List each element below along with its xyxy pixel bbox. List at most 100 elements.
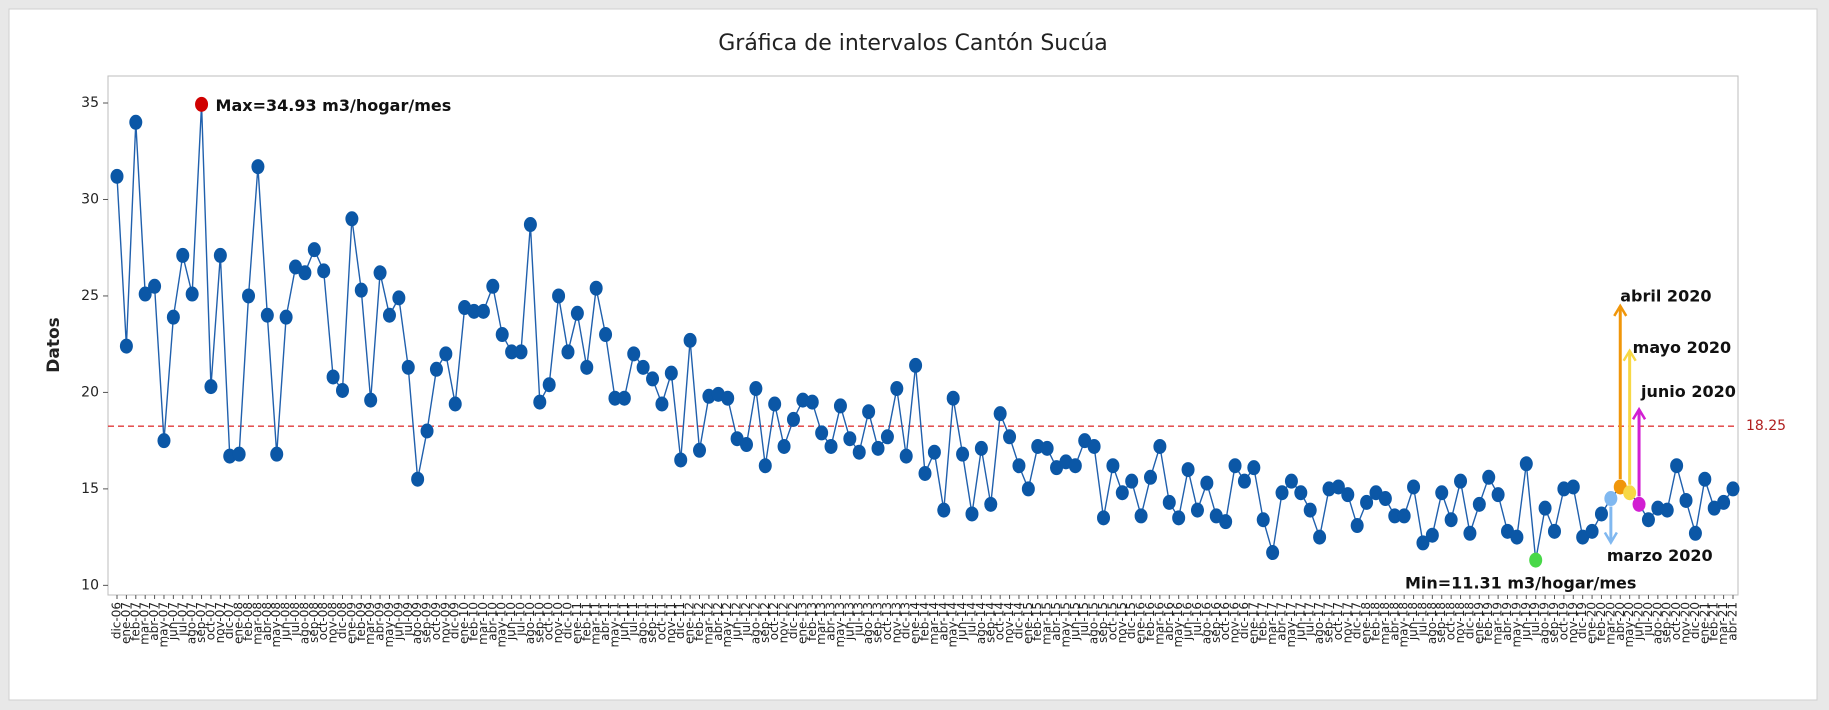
x-tick-label: jun-13 <box>842 602 856 641</box>
x-tick-label: ene-11 <box>570 602 584 644</box>
data-point <box>1397 508 1411 524</box>
data-point <box>523 217 537 233</box>
data-point <box>1012 458 1026 474</box>
data-point <box>326 369 340 385</box>
data-point <box>1688 525 1702 541</box>
data-point <box>1219 514 1233 530</box>
data-point <box>298 265 312 281</box>
data-point <box>1717 494 1731 510</box>
x-tick-label: jul-10 <box>514 602 528 637</box>
x-tick-label: abr-20 <box>1613 602 1627 641</box>
data-point <box>401 359 415 375</box>
data-point <box>937 502 951 518</box>
x-tick-label: nov-11 <box>664 602 678 643</box>
x-tick-label: sep-07 <box>194 602 208 643</box>
x-tick-label: abr-21 <box>1726 602 1740 641</box>
x-tick-label: jul-09 <box>401 602 415 637</box>
x-tick-label: mar-16 <box>1152 602 1166 645</box>
x-tick-label: nov-09 <box>438 602 452 643</box>
data-point <box>852 444 866 460</box>
data-point <box>476 303 490 319</box>
x-tick-label: ene-12 <box>683 602 697 644</box>
y-tick-label: 30 <box>81 191 99 207</box>
data-point <box>204 379 218 395</box>
data-point <box>1472 496 1486 512</box>
x-tick-label: may-13 <box>833 602 847 648</box>
x-tick-label: jun-14 <box>955 602 969 641</box>
x-tick-label: may-10 <box>495 602 509 648</box>
annotation: Min=11.31 m3/hogar/mes <box>1405 574 1636 593</box>
x-tick-label: sep-13 <box>871 602 885 643</box>
data-point <box>1228 458 1242 474</box>
x-tick-label: mar-15 <box>1040 602 1054 645</box>
data-point <box>1698 471 1712 487</box>
data-point <box>260 307 274 323</box>
x-tick-label: ene-10 <box>457 602 471 644</box>
data-point <box>608 390 622 406</box>
data-point <box>279 309 293 325</box>
x-tick-label: ago-11 <box>636 602 650 644</box>
data-point <box>157 433 171 449</box>
data-point <box>899 448 913 464</box>
x-tick-label: sep-12 <box>758 602 772 643</box>
x-tick-label: oct-20 <box>1669 602 1683 640</box>
x-tick-label: ene-17 <box>1246 602 1260 644</box>
x-tick-label: may-09 <box>382 602 396 648</box>
data-point <box>166 309 180 325</box>
data-point <box>693 442 707 458</box>
data-point <box>1482 469 1496 485</box>
x-tick-label: dic-14 <box>1011 602 1025 639</box>
data-point <box>1594 506 1608 522</box>
data-point <box>1190 502 1204 518</box>
data-point <box>1115 485 1129 501</box>
data-point <box>589 280 603 296</box>
data-point <box>1407 479 1421 495</box>
x-tick-label: ago-07 <box>185 602 199 644</box>
data-point <box>1040 440 1054 456</box>
x-tick-label: jun-20 <box>1632 602 1646 641</box>
x-tick-label: oct-11 <box>654 602 668 640</box>
x-tick-label: dic-16 <box>1237 602 1251 639</box>
x-tick-label: jun-12 <box>730 602 744 641</box>
x-tick-label: jun-19 <box>1519 602 1533 641</box>
data-point <box>1153 438 1167 454</box>
data-point <box>580 359 594 375</box>
data-point <box>542 377 556 393</box>
x-tick-label: jun-16 <box>1181 602 1195 641</box>
x-tick-label: abr-14 <box>936 602 950 641</box>
x-tick-label: nov-08 <box>326 602 340 643</box>
data-point <box>467 303 481 319</box>
data-point <box>1350 518 1364 534</box>
data-point <box>1726 481 1740 497</box>
x-tick-label: ene-18 <box>1359 602 1373 644</box>
x-tick-label: sep-14 <box>983 602 997 643</box>
x-tick-label: feb-11 <box>579 602 593 641</box>
data-point <box>1632 496 1646 512</box>
x-tick-label: oct-19 <box>1556 602 1570 640</box>
x-tick-label: feb-18 <box>1368 602 1382 641</box>
data-point <box>505 344 519 360</box>
x-tick-label: ene-20 <box>1585 602 1599 644</box>
data-point <box>739 437 753 453</box>
data-point <box>1454 473 1468 489</box>
data-point <box>1275 485 1289 501</box>
data-point <box>1162 494 1176 510</box>
data-point <box>317 263 331 279</box>
x-tick-label: jun-09 <box>391 602 405 641</box>
data-point <box>1463 525 1477 541</box>
data-point <box>927 444 941 460</box>
data-point <box>1181 462 1195 478</box>
x-tick-label: sep-10 <box>532 602 546 643</box>
data-point <box>1200 475 1214 491</box>
x-tick-label: feb-13 <box>805 602 819 641</box>
data-point <box>636 359 650 375</box>
x-tick-label: jul-17 <box>1303 602 1317 637</box>
x-tick-label: nov-14 <box>1002 602 1016 643</box>
data-point <box>1021 481 1035 497</box>
data-point <box>824 438 838 454</box>
x-tick-label: abr-13 <box>824 602 838 641</box>
x-tick-label: jul-08 <box>288 602 302 637</box>
data-point <box>129 114 143 130</box>
data-point <box>354 282 368 298</box>
